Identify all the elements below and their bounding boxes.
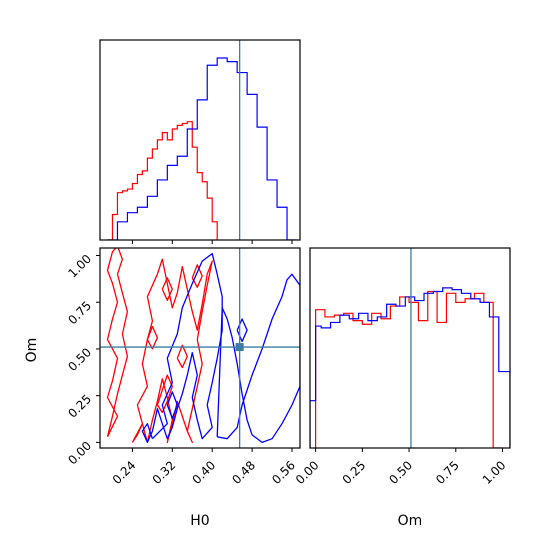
plot-area — [310, 248, 510, 448]
panel-frame — [99, 247, 301, 449]
y-tick-label: 0.25 — [65, 392, 94, 421]
contour-h0-om-panel: 0.00 0.25 0.50 0.75 1.00 0.24 0.32 0.40 0.48 0.56 — [65, 247, 301, 487]
histogram-series-2 — [107, 57, 298, 240]
x-tick-label: 0.24 — [110, 458, 139, 487]
contour-series-1-level-5 — [191, 264, 203, 288]
x-tick-label: 0.75 — [433, 458, 462, 487]
y-tick-label: 0.50 — [65, 345, 94, 374]
x-tick-label: 0.48 — [229, 458, 258, 487]
x-axis-label-om: Om — [398, 513, 423, 529]
x-tick-label: 1.00 — [480, 458, 509, 487]
x-tick-label: 0.56 — [269, 458, 298, 487]
panel-frame — [99, 39, 301, 241]
histogram-h0-panel — [99, 39, 301, 244]
contour-series-1-level-4 — [176, 344, 188, 369]
x-tick-label: 0.32 — [150, 458, 179, 487]
truth-marker — [235, 343, 244, 352]
x-tick-label: 0.40 — [189, 458, 218, 487]
x-tick-label: 0.50 — [386, 458, 415, 487]
contour-series-1-level-1 — [106, 248, 129, 438]
contour-series-2-level-1 — [141, 252, 223, 444]
x-tick-label: 0.00 — [293, 458, 322, 487]
contour-series-2-level-3 — [236, 318, 248, 343]
contour-series-1-level-6 — [161, 277, 173, 301]
x-tick-label: 0.25 — [340, 458, 369, 487]
histogram-series-2 — [310, 287, 510, 448]
contour-series-2-level-2 — [216, 273, 300, 444]
plot-area — [100, 248, 300, 448]
panel-frame — [309, 247, 511, 449]
contour-series-1-level-3 — [156, 374, 173, 414]
contour-series-1-level-7 — [146, 325, 159, 350]
y-tick-label: 1.00 — [65, 252, 94, 281]
contour-series-2-level-4 — [166, 391, 178, 419]
histogram-series-1 — [107, 121, 218, 240]
y-tick-label: 0.00 — [65, 439, 94, 468]
histogram-om-panel: 0.00 0.25 0.50 0.75 1.00 — [293, 247, 511, 487]
plot-area — [107, 40, 298, 240]
contour-series-1-level-2 — [131, 258, 213, 444]
x-axis-label-h0: H0 — [190, 513, 209, 529]
y-axis-label-om: Om — [24, 338, 40, 363]
y-tick-label: 0.75 — [65, 298, 94, 327]
